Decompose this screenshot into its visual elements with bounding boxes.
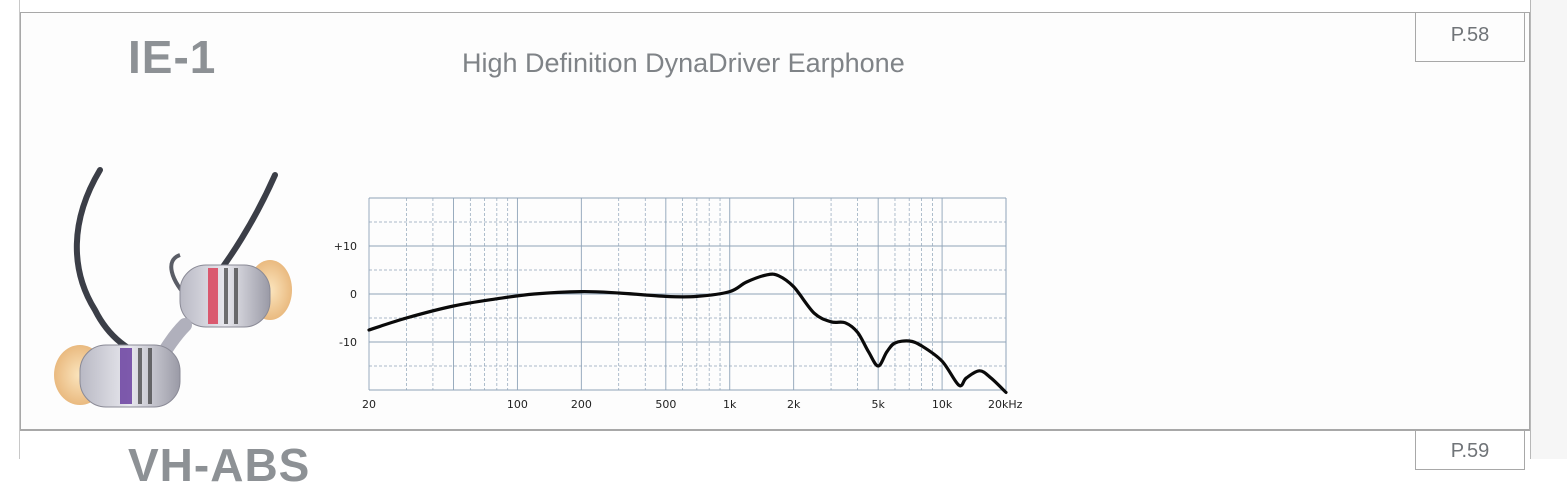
y-axis-ticks: +10 0 -10 <box>334 240 357 349</box>
series-line-frequency-response <box>367 272 1008 394</box>
x-tick-label: 500 <box>655 398 676 411</box>
y-tick-label: +10 <box>334 240 357 253</box>
product-title: High Definition DynaDriver Earphone <box>462 48 905 78</box>
x-tick-label: 20 <box>362 398 376 411</box>
page-margin-right <box>1530 0 1567 459</box>
page-margin-left <box>0 0 20 459</box>
next-page-number-badge: P.59 <box>1415 430 1525 470</box>
x-tick-label: 200 <box>571 398 592 411</box>
chart-grid <box>368 197 1007 391</box>
x-tick-label: 1k <box>723 398 737 411</box>
page-number-badge: P.58 <box>1415 12 1525 62</box>
y-tick-label: 0 <box>350 288 357 301</box>
model-name: IE-1 <box>128 31 217 83</box>
x-axis-ticks: 20 100 200 500 1k 2k 5k 10k 20kHz <box>362 398 1023 411</box>
next-model-name: VH-ABS <box>128 439 311 491</box>
in-ear-earphone-icon <box>54 167 292 408</box>
x-tick-label: 100 <box>507 398 528 411</box>
catalog-entry-frame <box>20 12 1530 430</box>
x-tick-label: 5k <box>871 398 885 411</box>
entry-divider <box>20 430 1530 431</box>
y-tick-label: -10 <box>339 336 357 349</box>
frequency-response-chart: +10 0 -10 20 100 200 500 1k 2k 5k 10k 20kHz <box>334 197 1023 411</box>
x-tick-label: 20kHz <box>988 398 1023 411</box>
x-tick-label: 2k <box>787 398 801 411</box>
x-tick-label: 10k <box>932 398 953 411</box>
